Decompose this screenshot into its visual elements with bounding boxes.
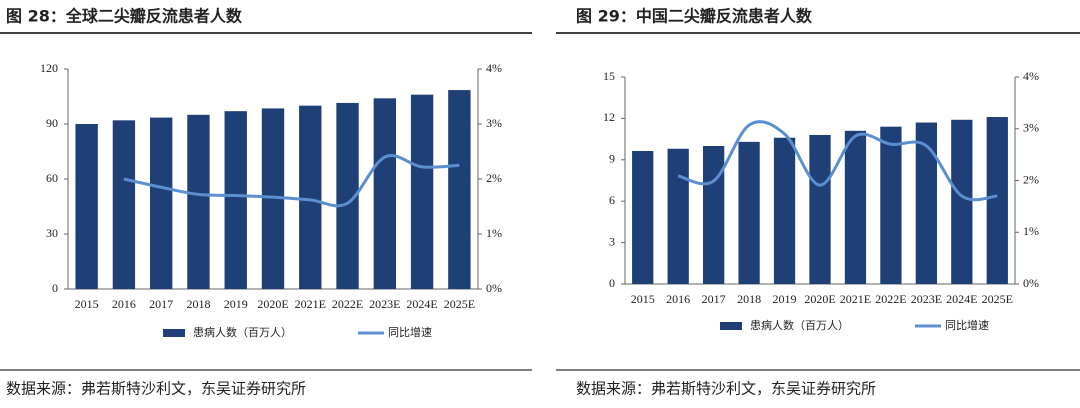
x-tick-label: 2024E: [946, 292, 977, 306]
legend-swatch: [720, 322, 742, 330]
legend-label: 患病人数（百万人）: [193, 325, 292, 339]
bar: [986, 117, 1008, 285]
x-tick-label: 2016: [112, 297, 136, 311]
y2-tick-label: 3%: [486, 116, 502, 130]
y-tick-label: 15: [603, 69, 615, 83]
x-tick-label: 2023E: [911, 292, 942, 306]
x-tick-label: 2022E: [332, 297, 363, 311]
x-tick-label: 2023E: [369, 297, 400, 311]
y-tick-label: 3: [609, 234, 615, 248]
bar: [224, 111, 247, 290]
legend-label: 同比增速: [388, 325, 432, 339]
y2-tick-label: 0%: [486, 281, 502, 295]
x-tick-label: 2019: [773, 292, 797, 306]
y-tick-label: 12: [603, 110, 615, 124]
bar: [915, 122, 937, 284]
y2-tick-label: 4%: [1023, 69, 1039, 83]
line: [123, 154, 460, 208]
y2-tick-label: 0%: [1023, 276, 1039, 290]
y2-tick-label: 2%: [486, 171, 502, 185]
y2-tick-label: 4%: [486, 61, 502, 75]
line: [677, 120, 998, 202]
x-tick-label: 2021E: [840, 292, 871, 306]
bar: [373, 98, 396, 289]
x-tick-label: 2017: [702, 292, 726, 306]
x-tick-label: 2021E: [295, 297, 326, 311]
y2-tick-label: 1%: [1023, 224, 1039, 238]
y2-tick-label: 2%: [1023, 172, 1039, 186]
legend-swatch: [163, 329, 185, 337]
y2-tick-label: 1%: [486, 226, 502, 240]
x-tick-label: 2017: [149, 297, 173, 311]
bar: [75, 124, 98, 289]
bar: [809, 134, 831, 284]
bar: [951, 119, 973, 284]
x-tick-label: 2019: [224, 297, 248, 311]
x-tick-label: 2015: [631, 292, 655, 306]
y-tick-label: 120: [40, 61, 58, 75]
x-tick-label: 2025E: [982, 292, 1013, 306]
x-tick-label: 2018: [737, 292, 761, 306]
bar: [667, 148, 689, 284]
x-tick-label: 2015: [75, 297, 99, 311]
bar: [112, 120, 136, 289]
bar: [880, 126, 902, 285]
bar: [738, 141, 760, 284]
bar: [150, 117, 173, 289]
x-tick-label: 2020E: [804, 292, 835, 306]
y-tick-label: 6: [609, 193, 615, 207]
x-tick-label: 2022E: [875, 292, 906, 306]
x-tick-label: 2018: [186, 297, 210, 311]
bar: [632, 150, 654, 284]
bar: [261, 108, 285, 290]
source-note: 数据来源：弗若斯特沙利文，东吴证券研究所: [576, 380, 876, 398]
legend-label: 患病人数（百万人）: [750, 318, 849, 332]
x-tick-label: 2020E: [257, 297, 288, 311]
legend-label: 同比增速: [945, 318, 989, 332]
bar: [703, 146, 725, 284]
x-tick-label: 2025E: [444, 297, 475, 311]
bar: [410, 94, 434, 290]
bar: [299, 105, 322, 290]
y-tick-label: 60: [46, 171, 58, 185]
bar: [773, 137, 796, 284]
y-tick-label: 0: [52, 281, 58, 295]
y-tick-label: 9: [609, 152, 615, 166]
chart-title: 图 28：全球二尖瓣反流患者人数: [6, 7, 243, 26]
bar: [187, 114, 210, 289]
bar: [448, 90, 471, 289]
chart-title: 图 29：中国二尖瓣反流患者人数: [576, 7, 813, 26]
bar: [844, 130, 867, 284]
x-tick-label: 2024E: [406, 297, 437, 311]
y-tick-label: 90: [46, 116, 58, 130]
bar: [336, 102, 359, 290]
source-note: 数据来源：弗若斯特沙利文，东吴证券研究所: [6, 380, 306, 398]
x-tick-label: 2016: [666, 292, 690, 306]
y-tick-label: 0: [609, 276, 615, 290]
y-tick-label: 30: [46, 226, 58, 240]
y2-tick-label: 3%: [1023, 121, 1039, 135]
